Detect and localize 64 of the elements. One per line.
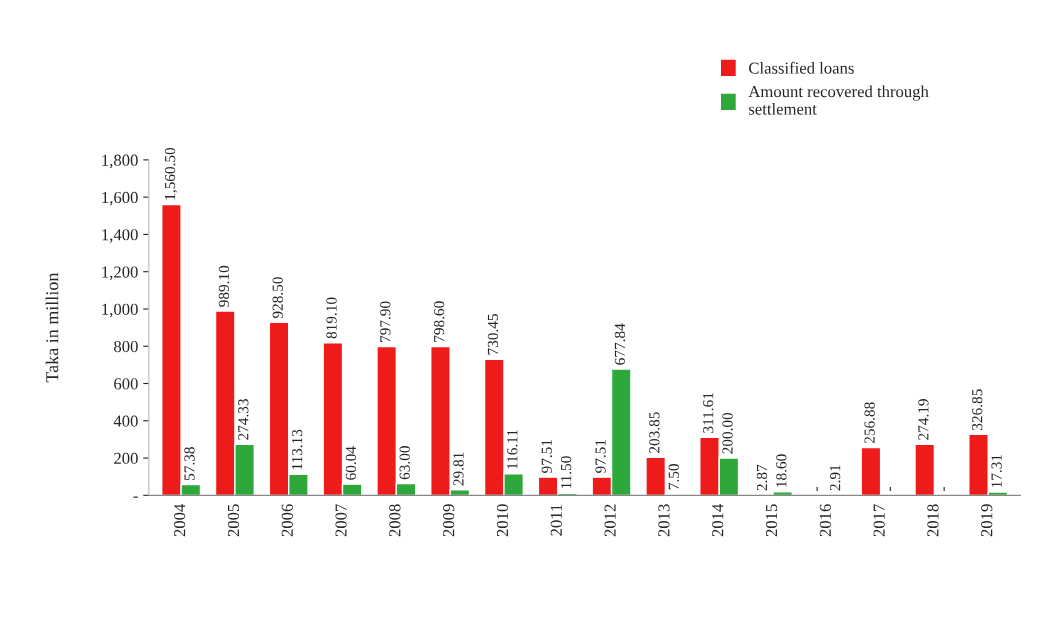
legend-label: Classified loans [749,61,854,74]
y-tick-label: 1,400 [102,229,138,243]
bar [772,491,794,496]
bar [860,446,882,496]
x-tick-label: 2016 [819,504,831,537]
y-tick-label: 1,600 [102,191,138,206]
data-label: 928.50 [272,277,283,319]
data-label: 274.19 [918,399,929,440]
data-label: 63.00 [399,446,410,480]
x-tick-label: 2019 [981,504,993,537]
x-tick-label: 2017 [873,504,885,537]
y-tick-label: 200 [114,452,138,464]
data-label: 17.31 [991,454,1002,488]
x-tick-label: 2005 [227,504,240,537]
text: - [943,487,945,492]
data-label: 60.04 [345,446,357,480]
y-tick-label: 600 [114,378,138,390]
text: - [889,487,891,492]
x-tick-label: 2011 [550,504,562,536]
x-tick-label: 2014 [712,503,724,537]
data-label: 7.50 [668,464,679,490]
data-label: 989.10 [218,265,230,307]
data-label: 819.10 [326,297,337,339]
text: - [816,487,818,492]
x-tick-label: 2013 [658,504,670,537]
data-label: 97.51 [541,439,552,473]
data-label: 274.33 [238,399,249,440]
x-tick-label: 2008 [389,504,401,537]
data-label: 1,560.50 [164,147,178,200]
y-tick-label: - [133,496,138,498]
y-axis-title: Taka in million [45,272,59,383]
data-label: 798.60 [433,301,445,342]
legend-label: Amount recovered through settlement [748,85,929,115]
data-label: 203.85 [649,412,660,453]
x-tick-label: 2010 [496,504,509,537]
data-label: 29.81 [453,452,464,486]
x-tick-label: 2004 [174,503,186,537]
bar [914,443,936,496]
data-label: 2.91 [830,465,841,491]
data-label: 200.00 [722,412,733,454]
y-tick-label: 400 [113,415,138,427]
x-tick-label: 2012 [604,504,616,537]
data-label: 113.13 [291,429,303,470]
data-label: 11.50 [560,456,572,489]
data-label: 2.87 [756,464,768,491]
data-label: 677.84 [614,323,626,365]
data-label: 57.38 [184,447,195,481]
y-tick-label: 1,000 [102,303,138,318]
data-label: 97.51 [595,439,606,473]
data-label: 18.60 [776,454,787,487]
data-label: 730.45 [487,314,499,355]
y-tick-label: 1,200 [102,266,138,281]
data-label: 116.11 [507,430,518,469]
data-label: 256.88 [864,402,875,444]
data-label: 797.90 [380,301,391,342]
x-tick-label: 2006 [281,504,293,537]
x-tick-label: 2007 [335,504,347,537]
x-tick-label: 2018 [927,504,939,537]
x-tick-label: 2015 [765,504,778,537]
y-tick-label: 800 [114,340,138,353]
data-label: 311.61 [703,393,714,433]
y-tick-label: 1,800 [102,154,138,169]
data-label: 326.85 [972,389,983,430]
x-tick-label: 2009 [443,504,455,537]
